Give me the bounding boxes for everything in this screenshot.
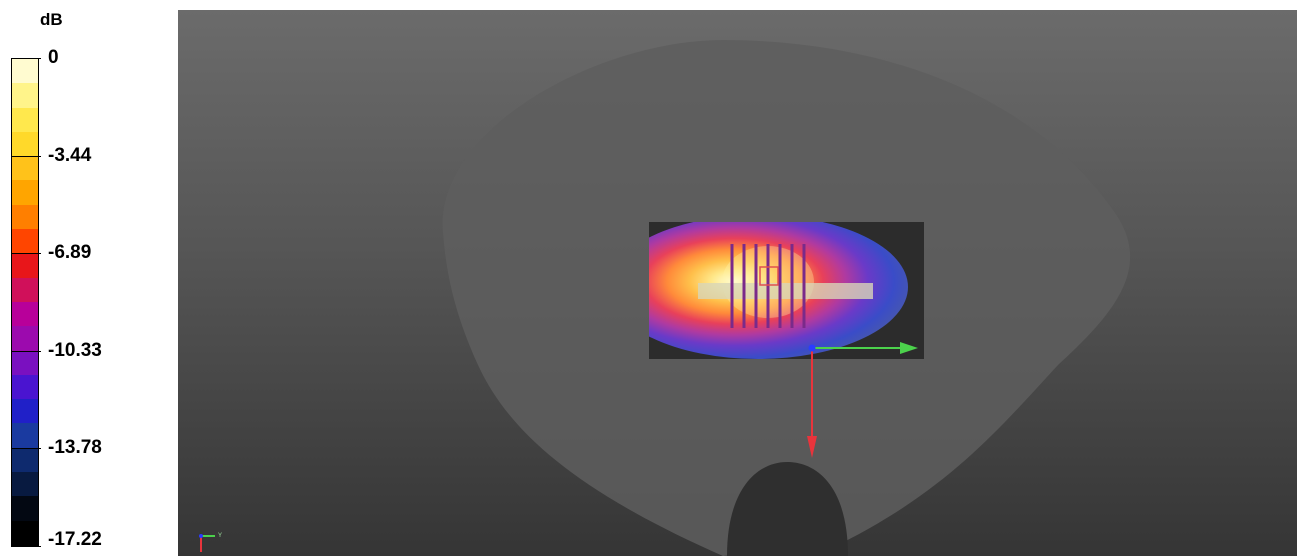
legend-tick-mark <box>11 350 41 352</box>
feed-point-marker <box>759 266 779 286</box>
legend-swatch <box>12 277 38 302</box>
color-scale-legend: dB 0 -3.44 -6.89 -10.33 -13.78 -17.22 <box>0 0 178 556</box>
legend-tick-label: -17.22 <box>48 529 102 550</box>
legend-tick-label: -13.78 <box>48 437 102 459</box>
legend-swatch <box>12 229 38 254</box>
legend-swatch <box>12 374 38 400</box>
legend-tick-mark <box>11 253 41 255</box>
legend-swatch <box>12 253 38 278</box>
legend-swatch <box>12 204 38 230</box>
legend-tick-mark <box>11 546 41 547</box>
legend-swatch <box>12 156 38 181</box>
legend-swatch <box>12 326 38 351</box>
coordinate-axes <box>807 342 918 458</box>
legend-swatch <box>12 131 38 157</box>
legend-swatch <box>12 399 38 424</box>
orientation-triad: Y <box>199 533 222 552</box>
legend-unit-label: dB <box>40 10 63 29</box>
color-scale-bar <box>11 58 39 546</box>
legend-swatch <box>12 59 38 84</box>
triad-y-label: Y <box>218 533 222 539</box>
legend-tick-mark <box>11 448 41 450</box>
legend-swatch <box>12 107 38 132</box>
legend-tick-mark <box>11 58 41 59</box>
legend-swatch <box>12 472 38 497</box>
legend-tick-mark <box>11 155 41 157</box>
3d-scene[interactable]: Y <box>178 10 1297 556</box>
legend-swatch <box>12 180 38 205</box>
legend-swatch <box>12 520 38 545</box>
antenna-elements <box>730 244 806 328</box>
legend-swatch <box>12 350 38 375</box>
legend-tick-label: -10.33 <box>48 339 102 361</box>
legend-swatch <box>12 301 38 327</box>
legend-swatch <box>12 496 38 521</box>
3d-viewport[interactable]: Y <box>178 10 1297 556</box>
legend-swatch <box>12 423 38 448</box>
legend-tick-label: 0 <box>48 47 59 68</box>
legend-swatch <box>12 447 38 473</box>
phantom-neck <box>727 462 848 556</box>
legend-tick-label: -3.44 <box>48 144 92 166</box>
legend-tick-label: -6.89 <box>48 242 92 264</box>
legend-swatch <box>12 83 38 108</box>
dipole-antenna <box>698 283 873 299</box>
